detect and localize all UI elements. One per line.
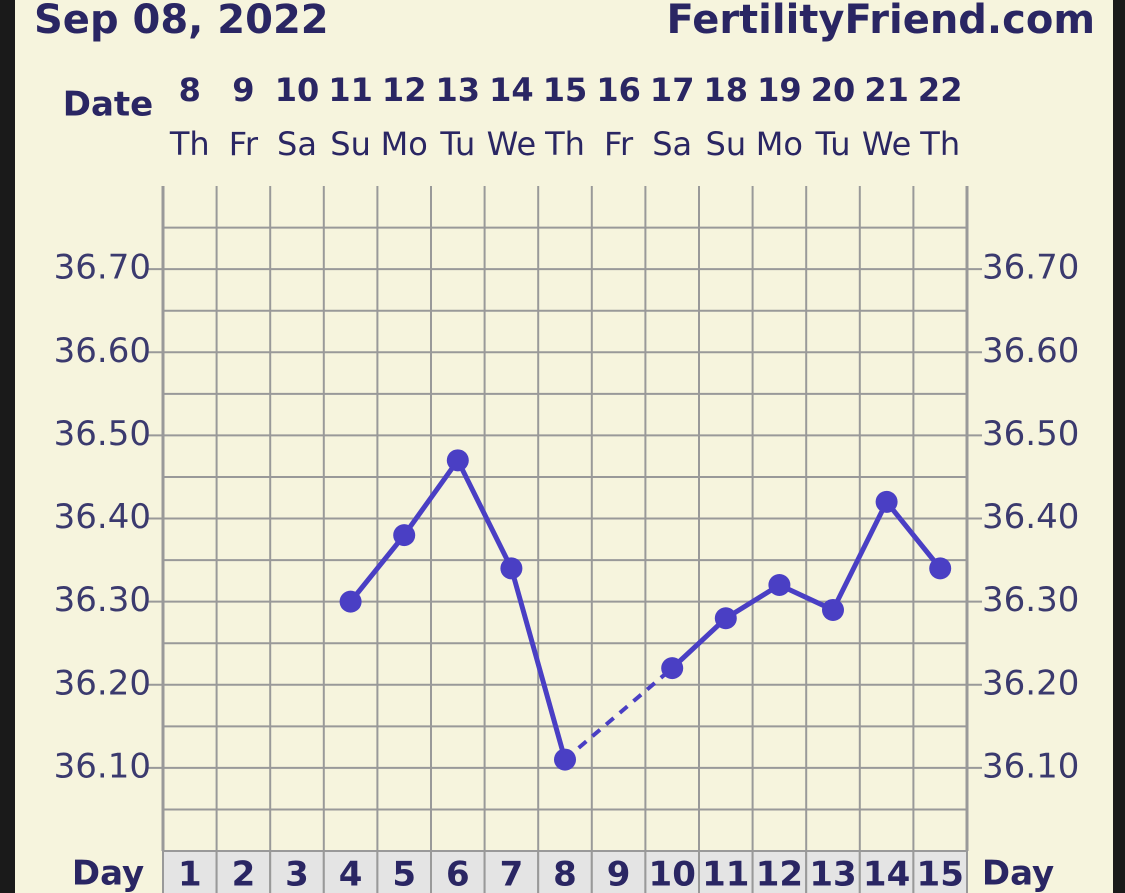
weekday: We — [862, 125, 911, 163]
day-cell — [162, 850, 218, 893]
background — [15, 0, 1113, 893]
day-cell — [858, 850, 915, 893]
weekday: Mo — [756, 125, 803, 163]
weekday: Sa — [277, 125, 317, 163]
temp-point — [393, 524, 416, 547]
day-number: 6 — [446, 855, 470, 893]
y-tick-label: 36.10 — [54, 746, 151, 786]
date-number: 10 — [275, 71, 320, 109]
weekday: Su — [330, 125, 371, 163]
y-tick-label: 36.60 — [54, 331, 151, 371]
day-number: 11 — [702, 855, 749, 893]
weekday: Su — [706, 125, 747, 163]
day-cell — [805, 850, 861, 893]
y-tick-label-right: 36.40 — [982, 497, 1079, 537]
day-cell — [269, 850, 325, 893]
temp-line — [670, 499, 943, 670]
y-tick-label-right: 36.30 — [982, 580, 1079, 620]
day-number: 9 — [607, 855, 631, 893]
date-number: 22 — [918, 71, 963, 109]
weekday: Tu — [439, 125, 475, 163]
day-number: 4 — [339, 855, 363, 893]
day-label: Day — [982, 854, 1054, 893]
gap-connector — [563, 666, 674, 762]
y-tick-label-right: 36.60 — [982, 331, 1079, 371]
weekday: Fr — [229, 125, 259, 163]
day-number: 1 — [178, 855, 202, 893]
weekday: Mo — [381, 125, 428, 163]
date-number: 20 — [811, 71, 856, 109]
weekday: Fr — [604, 125, 634, 163]
date-number: 14 — [489, 71, 534, 109]
day-number: 7 — [500, 855, 524, 893]
y-tick-label: 36.70 — [54, 248, 151, 288]
date-number: 8 — [179, 71, 201, 109]
weekday: Th — [544, 125, 585, 163]
day-number: 14 — [863, 855, 910, 893]
day-cell — [322, 850, 379, 893]
date-number: 11 — [328, 71, 373, 109]
day-number: 10 — [649, 855, 696, 893]
temp-point — [554, 748, 576, 771]
date-number: 18 — [704, 71, 749, 109]
day-number: 2 — [232, 855, 256, 893]
date-number: 21 — [864, 71, 909, 109]
temp-point — [714, 607, 737, 630]
date-number: 12 — [382, 71, 427, 109]
date-label: Date — [63, 85, 153, 125]
weekday: Tu — [815, 125, 851, 163]
weekday: We — [487, 125, 536, 163]
day-cell — [376, 850, 432, 893]
day-number: 3 — [285, 855, 309, 893]
weekday: Sa — [652, 125, 692, 163]
y-tick-label-right: 36.70 — [982, 248, 1079, 288]
day-cell — [912, 850, 969, 893]
temp-point — [929, 557, 952, 580]
y-tick-label-right: 36.20 — [982, 663, 1079, 703]
date-number: 17 — [650, 71, 695, 109]
y-tick-label: 36.30 — [54, 580, 151, 620]
day-number: 13 — [809, 855, 856, 893]
day-cell — [590, 850, 647, 893]
temp-point — [768, 574, 791, 596]
date-number: 9 — [232, 71, 254, 109]
date-number: 15 — [543, 71, 588, 109]
site-name: FertilityFriend.com — [666, 0, 1095, 43]
temp-point — [875, 490, 898, 513]
day-cell — [430, 850, 486, 893]
day-label: Day — [72, 854, 144, 893]
weekday: Th — [169, 125, 210, 163]
chart-title: Sep 08, 2022 — [34, 0, 329, 43]
day-number: 5 — [392, 855, 416, 893]
day-number: 15 — [917, 855, 964, 893]
temp-point — [822, 598, 844, 621]
y-tick-label: 36.40 — [54, 497, 151, 537]
day-number: 12 — [756, 855, 803, 893]
date-number: 13 — [436, 71, 481, 109]
day-cell — [537, 850, 593, 893]
y-tick-label: 36.50 — [54, 414, 151, 454]
date-number: 19 — [757, 71, 802, 109]
y-tick-label-right: 36.50 — [982, 414, 1079, 454]
day-number: 8 — [553, 855, 577, 893]
day-cell — [644, 850, 701, 893]
day-cell — [698, 850, 754, 893]
temp-point — [446, 449, 469, 472]
y-tick-label-right: 36.10 — [982, 746, 1079, 786]
day-cell — [215, 850, 272, 893]
temp-point — [500, 557, 523, 580]
date-number: 16 — [596, 71, 641, 109]
temp-point — [339, 590, 362, 613]
y-tick-label: 36.20 — [54, 663, 151, 703]
weekday: Th — [919, 125, 960, 163]
temp-point — [661, 657, 684, 680]
